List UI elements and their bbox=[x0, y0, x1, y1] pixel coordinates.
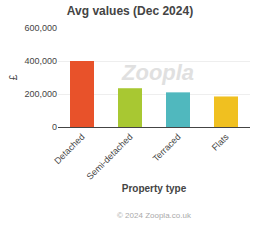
svg-text:Terraced: Terraced bbox=[151, 132, 183, 164]
svg-text:Flats: Flats bbox=[210, 131, 231, 152]
svg-text:600,000: 600,000 bbox=[24, 23, 57, 33]
svg-text:200,000: 200,000 bbox=[24, 89, 57, 99]
svg-text:Zoopla: Zoopla bbox=[121, 60, 194, 85]
svg-text:Avg values (Dec 2024): Avg values (Dec 2024) bbox=[67, 4, 193, 18]
svg-text:Property type: Property type bbox=[122, 183, 187, 194]
svg-text:© 2024 Zoopla.co.uk: © 2024 Zoopla.co.uk bbox=[117, 211, 192, 220]
svg-text:£: £ bbox=[8, 74, 19, 80]
svg-text:Detached: Detached bbox=[52, 132, 86, 166]
svg-text:400,000: 400,000 bbox=[24, 56, 57, 66]
svg-text:Semi-detached: Semi-detached bbox=[85, 132, 135, 182]
svg-text:0: 0 bbox=[52, 122, 57, 132]
